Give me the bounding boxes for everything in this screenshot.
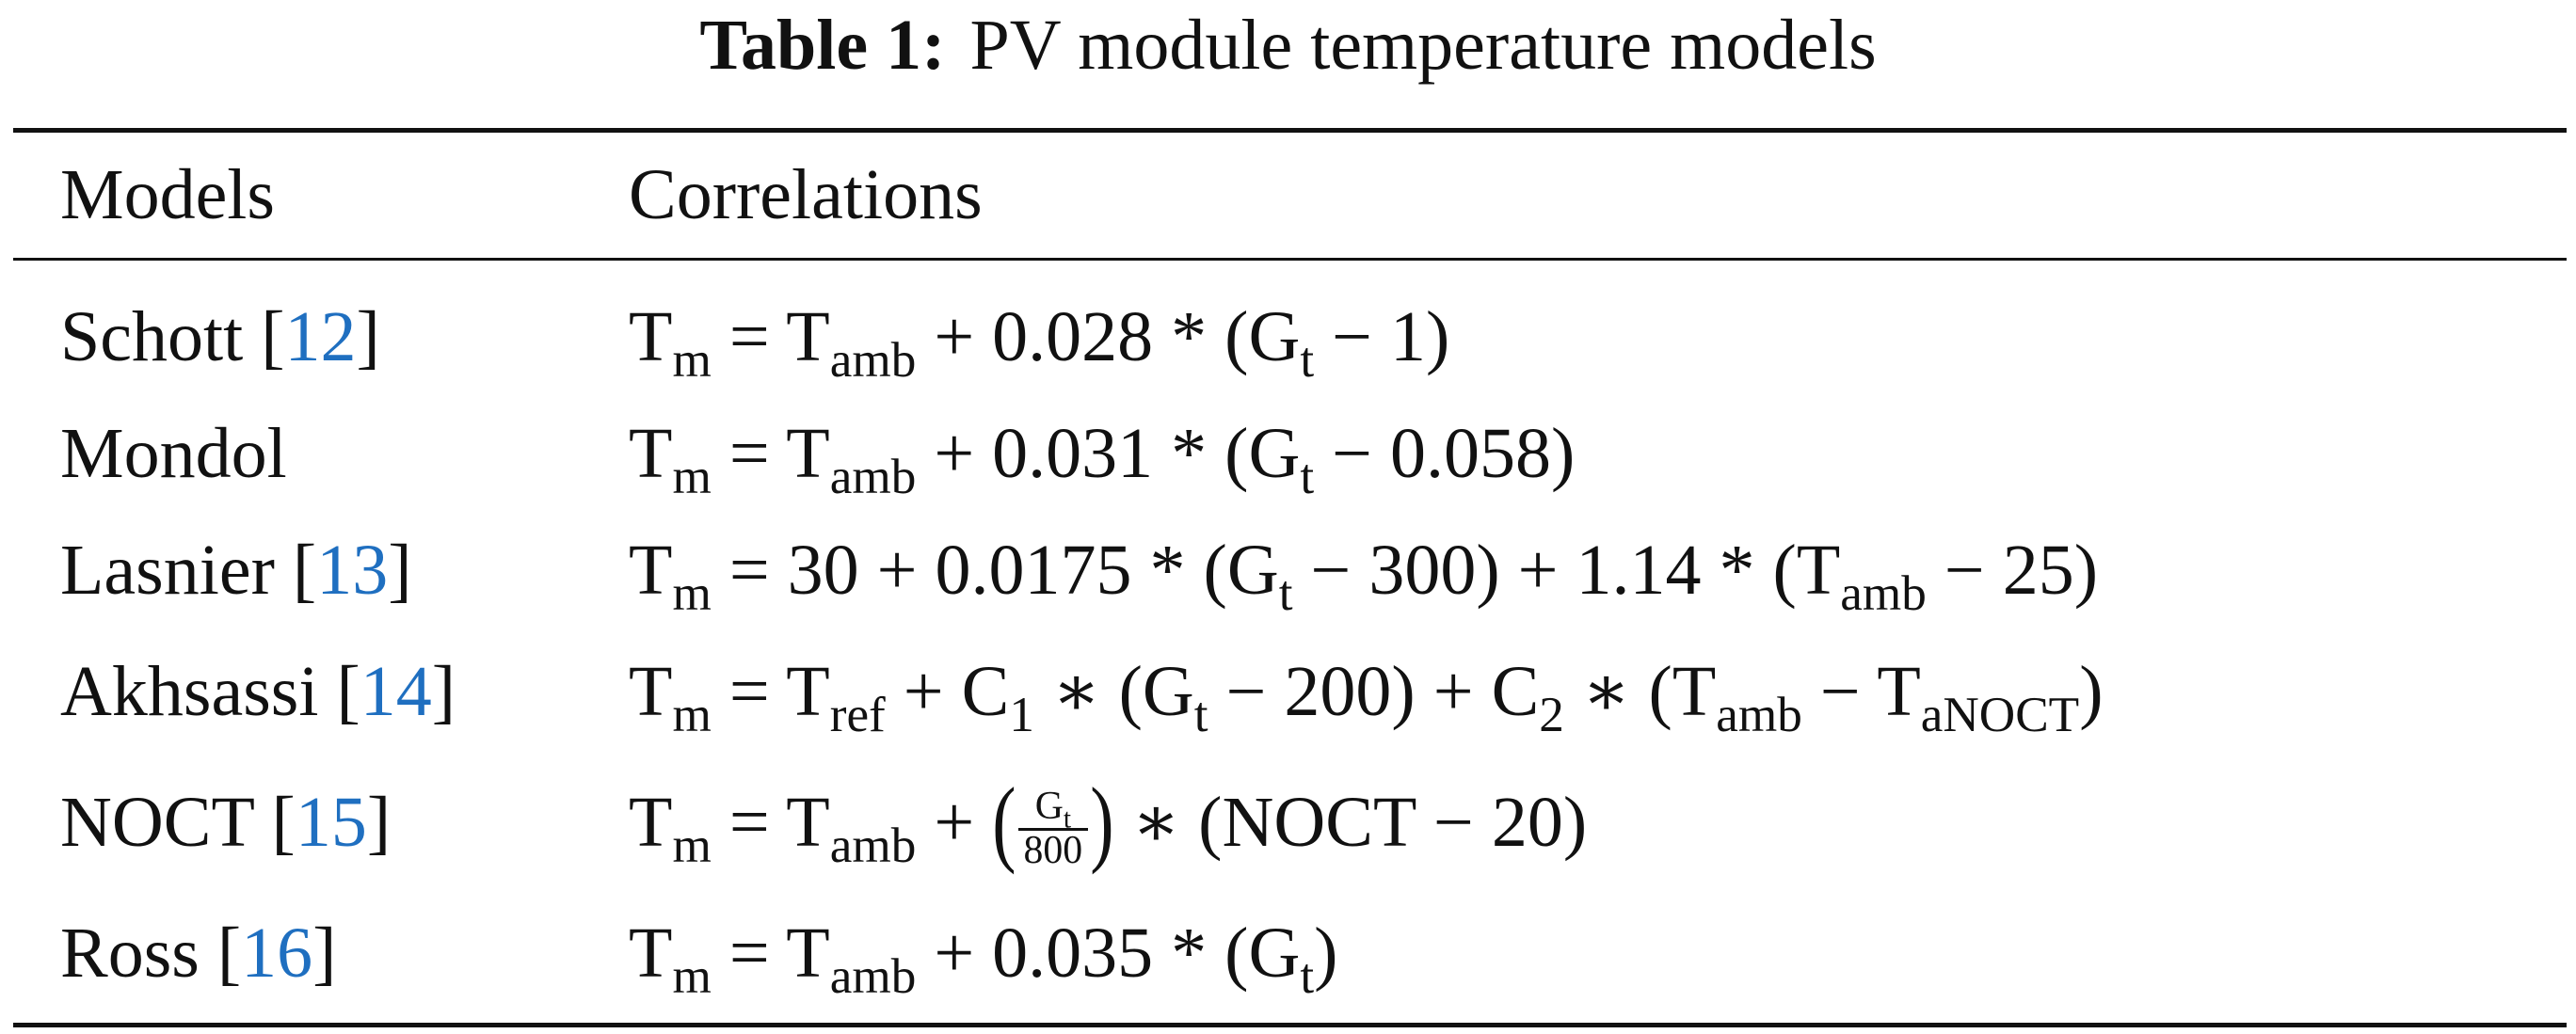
table-row: Mondol Tm = Tamb + 0.031 * (Gt − 0.058): [0, 395, 2576, 512]
correlation-equation: Tm = Tamb + 0.028 * (Gt − 1): [629, 278, 1449, 395]
citation-link[interactable]: 12: [285, 297, 357, 376]
table-row: Ross [16] Tm = Tamb + 0.035 * (Gt): [0, 890, 2576, 1016]
caption-label: Table 1:: [699, 6, 945, 85]
header-models: Models: [60, 132, 275, 258]
correlation-equation: Tm = 30 + 0.0175 * (Gt − 300) + 1.14 * (…: [629, 512, 2098, 628]
table-caption: Table 1: PV module temperature models: [0, 0, 2576, 113]
table-row: Schott [12] Tm = Tamb + 0.028 * (Gt − 1): [0, 278, 2576, 395]
table-row: NOCT [15] Tm = Tamb + (Gt 800) ∗ (NOCT − …: [0, 755, 2576, 890]
header-correlations: Correlations: [629, 132, 983, 258]
bottom-rule: [13, 1023, 2567, 1027]
citation-link[interactable]: 15: [296, 783, 367, 862]
citation-link[interactable]: 14: [360, 652, 432, 731]
model-name: Schott [12]: [60, 278, 380, 395]
correlation-equation: Tm = Tref + C1 ∗ (Gt − 200) + C2 ∗ (Tamb…: [629, 628, 2104, 755]
model-name: Lasnier [13]: [60, 512, 412, 628]
correlation-equation: Tm = Tamb + (Gt 800) ∗ (NOCT − 20): [629, 755, 1587, 890]
model-name: NOCT [15]: [60, 755, 391, 890]
table-row: Lasnier [13] Tm = 30 + 0.0175 * (Gt − 30…: [0, 512, 2576, 628]
model-name: Mondol: [60, 395, 287, 512]
header-rule: [13, 258, 2567, 261]
fraction: Gt 800: [1018, 787, 1089, 872]
citation-link[interactable]: 16: [241, 914, 312, 993]
correlation-equation: Tm = Tamb + 0.031 * (Gt − 0.058): [629, 395, 1575, 512]
caption-text: PV module temperature models: [969, 6, 1876, 85]
model-name: Ross [16]: [60, 890, 336, 1016]
citation-link[interactable]: 13: [316, 531, 388, 610]
table-header-row: Models Correlations: [0, 132, 2576, 258]
table-row: Akhsassi [14] Tm = Tref + C1 ∗ (Gt − 200…: [0, 628, 2576, 755]
model-name: Akhsassi [14]: [60, 628, 456, 755]
correlation-equation: Tm = Tamb + 0.035 * (Gt): [629, 890, 1337, 1016]
